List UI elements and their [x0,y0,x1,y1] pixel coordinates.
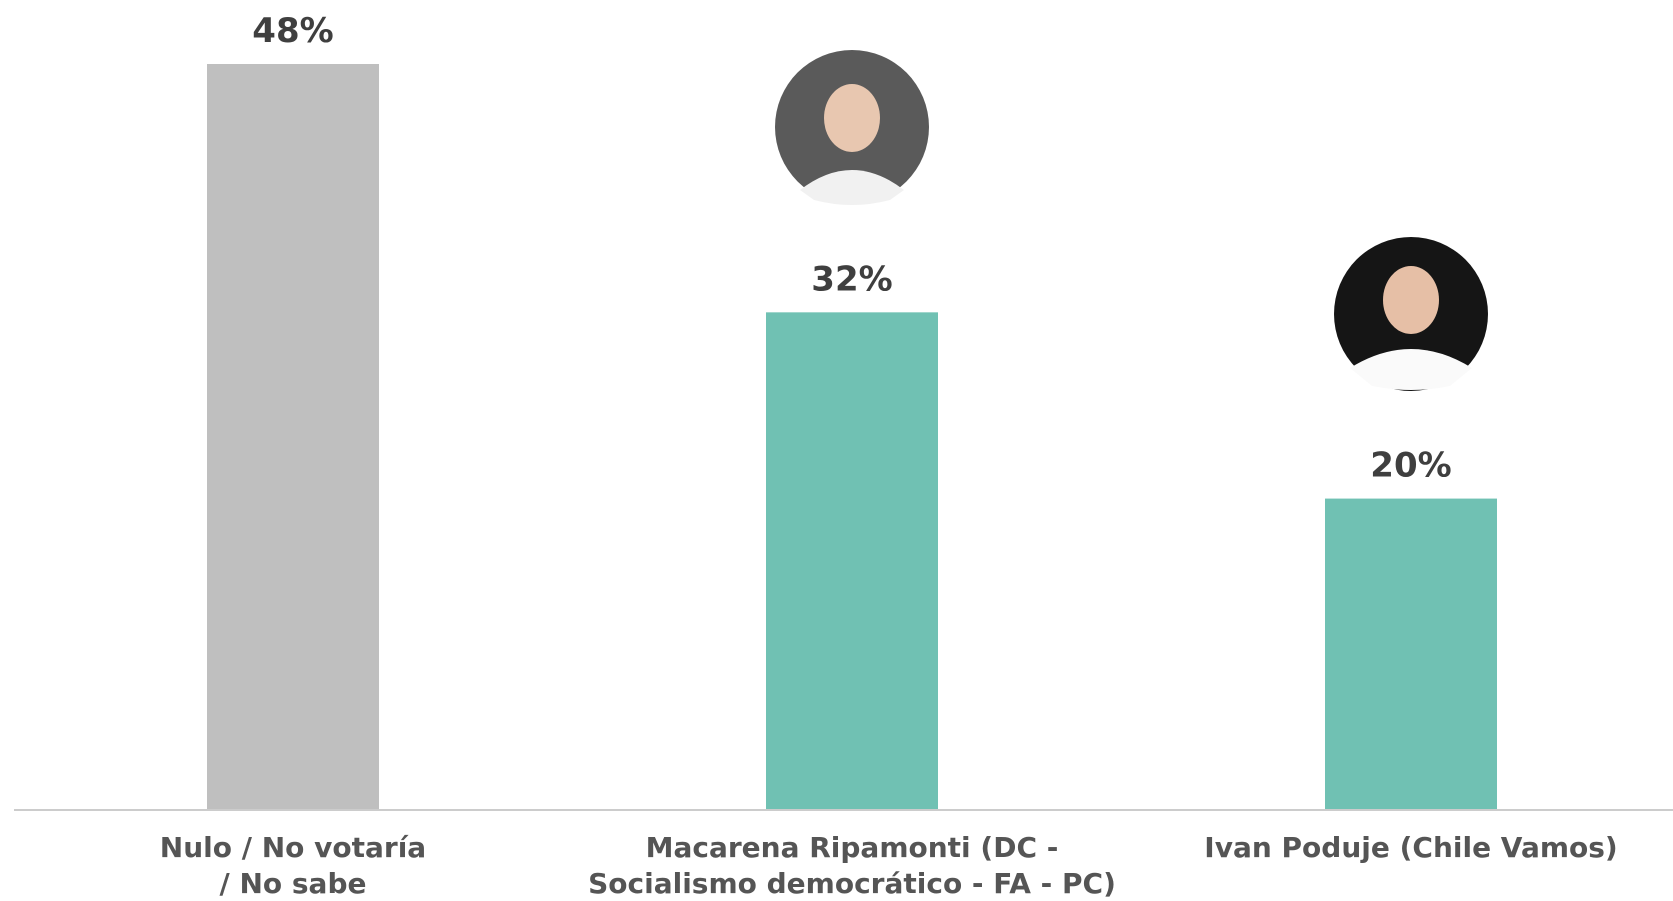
value-label: 32% [811,259,892,299]
candidate-photo [775,50,929,205]
x-tick-label: Ivan Poduje (Chile Vamos) [1204,831,1618,864]
bar [207,64,379,809]
x-tick-label: Nulo / No votaría / No sabe [159,831,427,900]
candidate-photo [1334,237,1488,391]
bar [1325,498,1497,809]
x-tick-label: Macarena Ripamonti (DC - Socialismo demo… [588,831,1116,900]
value-label: 20% [1370,446,1451,486]
value-label: 48% [252,11,333,51]
bar [766,312,938,809]
